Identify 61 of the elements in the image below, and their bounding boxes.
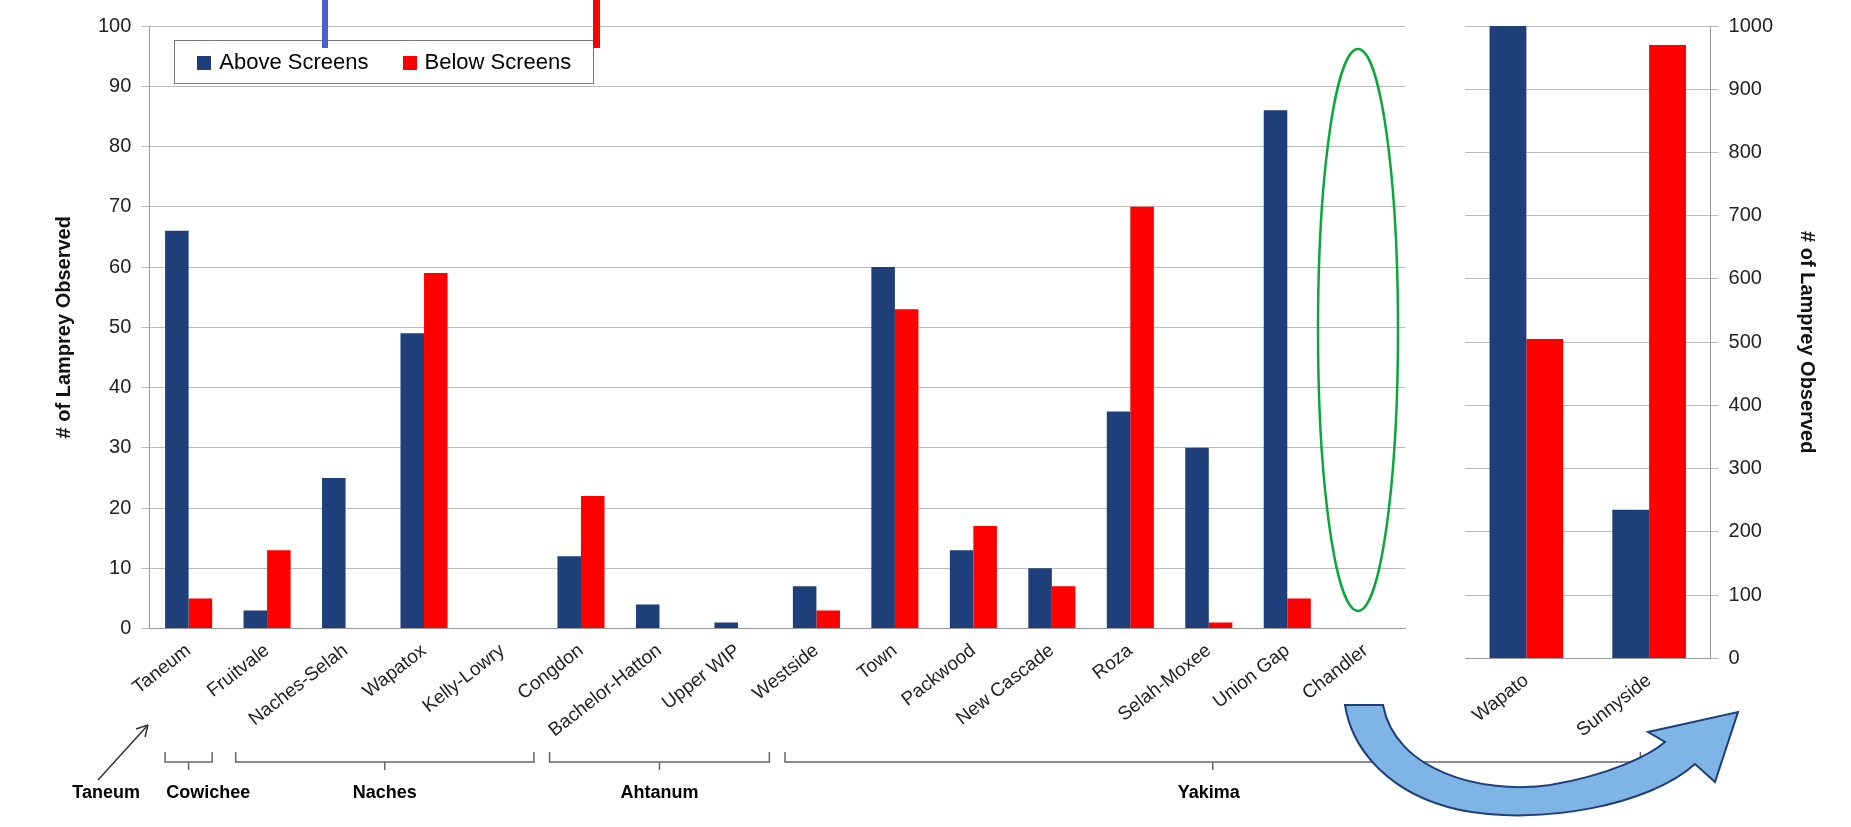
y-tick-label: 10: [109, 555, 132, 578]
y-tick-label: 70: [109, 194, 132, 217]
bar: [400, 333, 425, 629]
y-tick-label: 0: [120, 616, 132, 639]
text: Yakima: [1177, 782, 1240, 803]
text: Taneum: [72, 782, 141, 803]
y2-tick-label: 200: [1728, 519, 1762, 542]
x-tick-label: Town: [852, 639, 901, 684]
y2-tick-label: 300: [1728, 456, 1762, 479]
bar: [165, 230, 189, 629]
bar: [580, 495, 605, 629]
bar: [1263, 110, 1288, 629]
y-tick-label: 20: [109, 495, 132, 518]
bar: [871, 267, 895, 629]
bar: [1185, 447, 1209, 629]
bar: [322, 477, 346, 629]
y2-tick-label: 1000: [1728, 13, 1774, 36]
bar: [1051, 586, 1076, 629]
bar: [792, 586, 817, 629]
bar: [1106, 411, 1131, 629]
y-tick-label: 100: [97, 13, 132, 36]
legend-label: Above Screens: [218, 49, 369, 75]
y2-tick-label: 600: [1728, 266, 1762, 289]
legend-label: Below Screens: [423, 49, 572, 75]
bar: [1649, 44, 1686, 658]
y2-tick-label: 500: [1728, 329, 1762, 352]
y-tick-label: 50: [109, 314, 132, 337]
bar: [816, 610, 840, 629]
y-tick-label: 80: [109, 134, 132, 157]
text: Ahtanum: [620, 782, 699, 803]
bar: [894, 309, 919, 629]
bar: [973, 526, 997, 629]
y2-tick-label: 100: [1728, 582, 1762, 605]
y-tick-label: 90: [109, 73, 132, 96]
y2-tick-label: 700: [1728, 203, 1762, 226]
bar: [1489, 26, 1527, 658]
y2-tick-label: 0: [1728, 645, 1740, 668]
bar: [949, 550, 974, 629]
y2-axis-title: # of Lamprey Observed: [1797, 231, 1820, 454]
bar: [267, 550, 291, 629]
bar: [1208, 622, 1233, 629]
bar: [1612, 509, 1650, 658]
bar: [714, 622, 738, 629]
bar: [188, 598, 213, 629]
y-axis-title: # of Lamprey Observed: [51, 216, 74, 439]
y2-tick-label: 400: [1728, 392, 1762, 415]
bar: [1130, 206, 1154, 629]
bar: [1526, 339, 1564, 658]
bar: [424, 273, 448, 629]
text: Naches: [352, 782, 417, 803]
bar: [557, 556, 581, 629]
bar: [635, 604, 660, 629]
text: Cowichee: [166, 782, 251, 803]
bar: [1028, 568, 1052, 629]
y2-tick-label: 900: [1728, 76, 1762, 99]
bar: [1287, 598, 1311, 629]
y-tick-label: 60: [109, 254, 132, 277]
y2-tick-label: 800: [1728, 140, 1762, 162]
y-tick-label: 30: [109, 435, 132, 458]
bar: [243, 610, 268, 629]
y-tick-label: 40: [109, 375, 132, 398]
